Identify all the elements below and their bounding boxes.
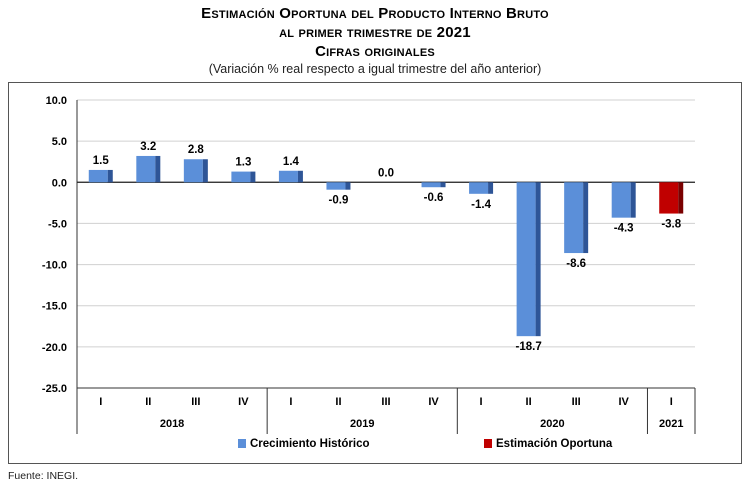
bar-estimacion: [659, 182, 679, 214]
y-tick-label: -10.0: [42, 260, 67, 272]
quarter-label: IV: [428, 396, 439, 408]
bar-value-label: -0.6: [424, 192, 444, 204]
y-tick-label: 5.0: [52, 136, 67, 148]
quarter-label: II: [335, 396, 341, 408]
bar-value-label: -18.7: [516, 341, 542, 353]
bar-side-historico: [202, 159, 208, 183]
y-tick-label: -20.0: [42, 342, 67, 354]
legend-swatch-estimacion: [484, 439, 492, 448]
legend-label-historico: Crecimiento Histórico: [250, 438, 370, 450]
y-tick-label: -25.0: [42, 383, 67, 395]
bar-value-label: 0.0: [378, 167, 394, 179]
chart-title-line-2: al primer trimestre de 2021: [279, 24, 471, 41]
bar-historico: [88, 169, 108, 183]
bar-side-historico: [155, 155, 161, 183]
bar-value-label: 1.5: [93, 155, 110, 167]
bar-side-historico: [345, 182, 351, 190]
quarter-label: III: [381, 396, 390, 408]
bar-value-label: 1.4: [283, 156, 300, 168]
bar-value-label: -4.3: [614, 223, 634, 235]
quarter-label: IV: [618, 396, 629, 408]
quarter-label: III: [191, 396, 200, 408]
bar-side-historico: [535, 182, 541, 337]
legend-label-estimacion: Estimación Oportuna: [496, 438, 613, 450]
quarter-label: I: [480, 396, 483, 408]
bar-side-historico: [440, 182, 446, 188]
bar-value-label: -0.9: [329, 195, 349, 207]
chart-subtitle: (Variación % real respecto a igual trime…: [208, 62, 542, 76]
bar-historico: [136, 155, 156, 183]
y-tick-label: -5.0: [48, 218, 67, 230]
quarter-label: II: [526, 396, 532, 408]
year-label: 2019: [350, 418, 374, 430]
bar-historico: [611, 182, 631, 218]
bar-side-historico: [250, 171, 256, 183]
bar-value-label: 2.8: [188, 144, 205, 156]
quarter-label: II: [145, 396, 151, 408]
quarter-label: I: [99, 396, 102, 408]
bar-historico: [278, 170, 298, 183]
bar-historico: [516, 182, 536, 337]
y-tick-label: 10.0: [46, 95, 67, 107]
year-label: 2020: [540, 418, 564, 430]
chart-title-line-1: Estimación Oportuna del Producto Interno…: [201, 5, 549, 22]
bar-historico: [326, 182, 346, 190]
bar-historico: [183, 159, 203, 183]
bar-historico: [469, 182, 489, 194]
bar-side-estimacion: [678, 182, 684, 214]
chart-title-block: Estimación Oportuna del Producto Interno…: [0, 4, 750, 77]
chart-frame: [8, 82, 742, 464]
bar-historico: [231, 171, 251, 183]
bar-historico: [421, 182, 441, 188]
bar-value-label: -3.8: [661, 219, 681, 231]
bar-value-label: 1.3: [235, 157, 251, 169]
year-label: 2021: [659, 418, 683, 430]
quarter-label: IV: [238, 396, 249, 408]
year-label: 2018: [160, 418, 184, 430]
bar-side-historico: [107, 169, 113, 183]
bar-side-historico: [583, 182, 589, 254]
bar-side-historico: [630, 182, 636, 218]
source-note: Fuente: INEGI.: [8, 470, 79, 482]
bar-value-label: -8.6: [566, 258, 586, 270]
quarter-label: III: [572, 396, 581, 408]
bar-side-historico: [488, 182, 494, 194]
legend-swatch-historico: [238, 439, 246, 448]
chart-title-line-3: Cifras originales: [315, 43, 435, 60]
bar-value-label: -1.4: [471, 199, 491, 211]
bar-value-label: 3.2: [140, 141, 156, 153]
bar-side-historico: [297, 170, 303, 183]
quarter-label: I: [289, 396, 292, 408]
y-tick-label: 0.0: [52, 177, 67, 189]
bar-historico: [564, 182, 584, 254]
y-tick-label: -15.0: [42, 301, 67, 313]
quarter-label: I: [670, 396, 673, 408]
